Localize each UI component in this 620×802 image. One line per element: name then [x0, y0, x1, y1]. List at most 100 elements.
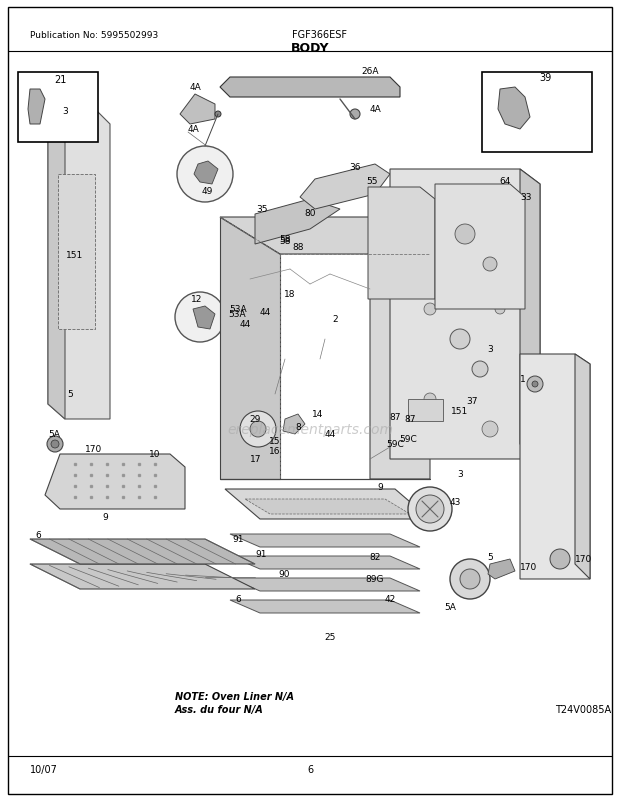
- Polygon shape: [283, 415, 305, 435]
- Circle shape: [51, 440, 59, 448]
- Circle shape: [416, 496, 444, 524]
- Text: T24V0085A: T24V0085A: [555, 704, 611, 714]
- Circle shape: [483, 257, 497, 272]
- Text: 17: 17: [250, 455, 262, 464]
- Text: 18: 18: [284, 290, 296, 299]
- Text: 87: 87: [389, 413, 401, 422]
- Text: 6: 6: [235, 595, 241, 604]
- Text: 88: 88: [292, 243, 304, 252]
- Circle shape: [424, 304, 436, 316]
- Polygon shape: [45, 455, 185, 509]
- Polygon shape: [225, 489, 430, 520]
- Text: 37: 37: [466, 397, 478, 406]
- Text: 5A: 5A: [48, 430, 60, 439]
- Text: 82: 82: [370, 553, 381, 561]
- Text: 25: 25: [324, 633, 335, 642]
- Polygon shape: [193, 306, 215, 330]
- Polygon shape: [48, 105, 110, 419]
- Circle shape: [250, 422, 266, 437]
- Polygon shape: [435, 184, 525, 310]
- Text: 3: 3: [62, 107, 68, 116]
- Circle shape: [532, 382, 538, 387]
- Polygon shape: [58, 175, 95, 330]
- Text: 6: 6: [307, 764, 313, 774]
- Text: 4A: 4A: [370, 105, 382, 115]
- Polygon shape: [220, 217, 280, 480]
- Polygon shape: [498, 88, 530, 130]
- Polygon shape: [300, 164, 390, 210]
- Text: ereplacementparts.com: ereplacementparts.com: [227, 423, 393, 436]
- Polygon shape: [230, 600, 420, 614]
- Text: 91: 91: [232, 535, 244, 544]
- Circle shape: [408, 488, 452, 532]
- Text: 151: 151: [451, 407, 469, 416]
- Circle shape: [460, 569, 480, 589]
- Text: 55: 55: [366, 177, 378, 186]
- Text: 59C: 59C: [399, 435, 417, 444]
- Text: 59C: 59C: [386, 440, 404, 449]
- Text: 29: 29: [249, 415, 260, 424]
- Circle shape: [450, 559, 490, 599]
- Text: 58: 58: [279, 235, 291, 244]
- Circle shape: [175, 293, 225, 342]
- Polygon shape: [230, 578, 420, 591]
- Circle shape: [450, 330, 470, 350]
- Text: 80: 80: [304, 209, 316, 217]
- Text: 8: 8: [295, 423, 301, 432]
- Text: 53A: 53A: [228, 310, 246, 319]
- Circle shape: [215, 111, 221, 118]
- Text: 44: 44: [324, 430, 335, 439]
- Polygon shape: [30, 565, 255, 589]
- Text: 43: 43: [450, 498, 461, 507]
- Bar: [18, 73, 98, 143]
- Text: 89G: 89G: [366, 575, 384, 584]
- Text: 9: 9: [102, 512, 108, 522]
- Polygon shape: [575, 354, 590, 579]
- Polygon shape: [390, 170, 540, 460]
- Polygon shape: [194, 162, 218, 184]
- Circle shape: [527, 376, 543, 392]
- Polygon shape: [370, 217, 430, 480]
- Text: 2: 2: [332, 315, 338, 324]
- Text: 64: 64: [499, 177, 511, 186]
- Text: 170: 170: [85, 445, 102, 454]
- Text: 35: 35: [256, 205, 268, 214]
- Polygon shape: [220, 217, 430, 255]
- Text: 44: 44: [239, 320, 250, 329]
- Text: 170: 170: [520, 563, 538, 572]
- Text: 49: 49: [202, 187, 213, 196]
- Circle shape: [482, 422, 498, 437]
- Text: 10/07: 10/07: [30, 764, 58, 774]
- Text: 91: 91: [255, 550, 267, 559]
- Polygon shape: [28, 90, 45, 125]
- Text: 151: 151: [66, 250, 84, 259]
- Polygon shape: [488, 559, 515, 579]
- Polygon shape: [520, 170, 540, 460]
- Polygon shape: [48, 105, 65, 419]
- Text: 5: 5: [67, 390, 73, 399]
- Text: 15: 15: [269, 437, 281, 446]
- Text: NOTE: Oven Liner N/A: NOTE: Oven Liner N/A: [175, 691, 294, 701]
- Polygon shape: [230, 534, 420, 547]
- Text: 14: 14: [312, 410, 324, 419]
- Text: 21: 21: [54, 75, 66, 85]
- Text: 10: 10: [149, 450, 161, 459]
- Polygon shape: [30, 539, 255, 565]
- Circle shape: [424, 394, 436, 406]
- Circle shape: [550, 549, 570, 569]
- Text: 5A: 5A: [444, 603, 456, 612]
- Text: Publication No: 5995502993: Publication No: 5995502993: [30, 30, 158, 39]
- Circle shape: [350, 110, 360, 119]
- Text: 33: 33: [520, 193, 531, 202]
- Circle shape: [495, 305, 505, 314]
- Circle shape: [47, 436, 63, 452]
- Circle shape: [472, 362, 488, 378]
- Text: 12: 12: [192, 295, 203, 304]
- Text: 90: 90: [278, 569, 290, 579]
- Text: Ass. du four N/A: Ass. du four N/A: [175, 704, 264, 714]
- Polygon shape: [255, 200, 340, 245]
- Text: 170: 170: [575, 555, 592, 564]
- Text: 44: 44: [259, 308, 270, 317]
- Text: 4A: 4A: [188, 125, 200, 134]
- Text: 42: 42: [384, 595, 396, 604]
